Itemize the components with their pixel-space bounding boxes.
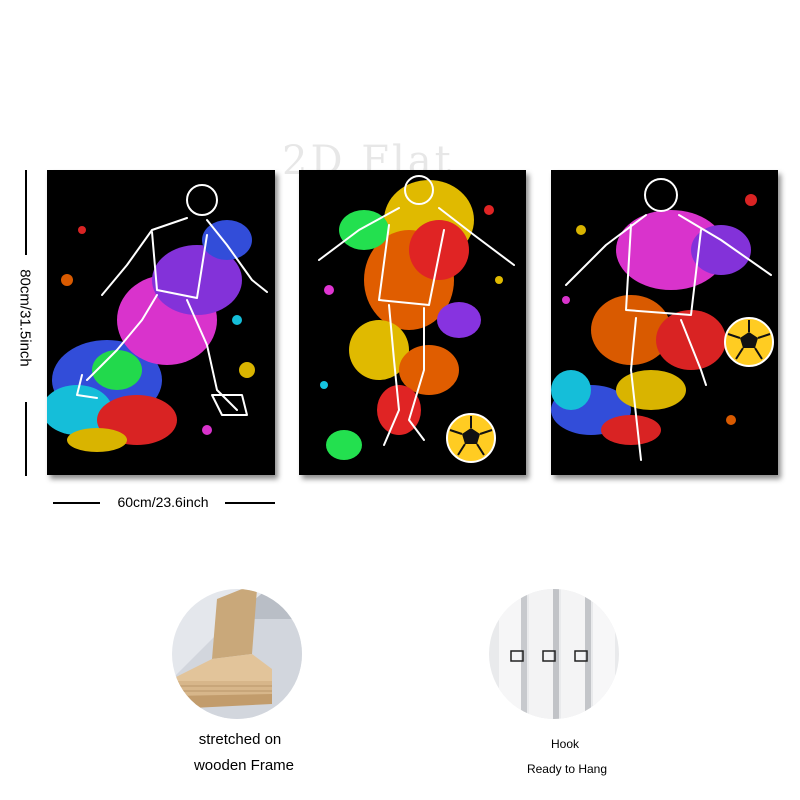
canvas-panel-1 [47,170,275,475]
soccer-ball-icon [724,317,774,367]
height-dimension-line-top [25,170,27,255]
wooden-frame-photo [172,589,302,719]
hook-caption-line2: Ready to Hang [526,762,608,776]
hook-icon [542,650,556,662]
hook-caption-line1: Hook [550,737,580,751]
width-dimension-line-right [225,502,275,504]
height-dimension-line-bottom [25,402,27,476]
frame-caption-line2: wooden Frame [193,757,295,774]
canvas-panel-2 [299,170,526,475]
soccer-player-striking-artwork [551,178,774,461]
hook-icon [510,650,524,662]
hook-icon [574,650,588,662]
soccer-player-dribbling-artwork [318,175,515,463]
hook-photo [489,589,619,719]
width-dimension-line-left [53,502,100,504]
width-dimension-label: 60cm/23.6inch [117,494,209,510]
frame-caption-line1: stretched on [198,731,282,748]
canvas-panel-3 [551,170,778,475]
soccer-player-kicking-artwork [47,184,268,452]
soccer-ball-icon [446,413,496,463]
height-dimension-label: 80cm/31.5inch [16,269,34,367]
